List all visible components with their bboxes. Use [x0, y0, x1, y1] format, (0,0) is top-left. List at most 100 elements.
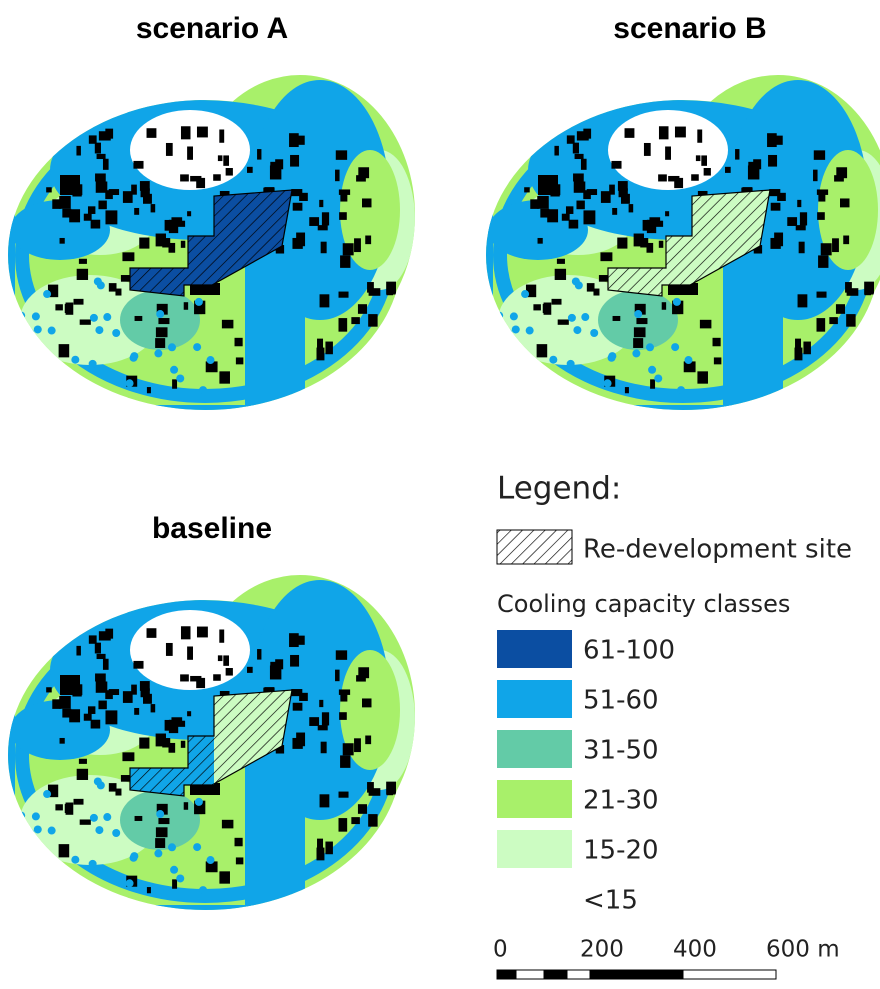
building: [166, 643, 173, 656]
building: [368, 314, 377, 327]
building: [184, 302, 188, 310]
building: [814, 150, 825, 160]
tree: [195, 798, 203, 806]
class-label: <15: [583, 886, 638, 916]
building: [387, 785, 394, 795]
building: [836, 304, 845, 314]
building: [166, 143, 173, 156]
class-swatch: [497, 630, 572, 668]
building: [797, 200, 801, 207]
building: [771, 203, 781, 211]
building: [95, 643, 101, 654]
building: [674, 178, 683, 188]
building: [218, 655, 223, 661]
building: [133, 661, 143, 669]
building: [351, 317, 360, 324]
building: [611, 161, 621, 169]
building: [625, 128, 635, 138]
tree: [199, 886, 207, 894]
building: [817, 189, 828, 194]
building: [80, 819, 91, 824]
building: [181, 626, 191, 639]
building: [354, 238, 361, 252]
building: [197, 627, 208, 638]
tree: [112, 829, 120, 837]
building: [219, 129, 224, 142]
building: [533, 304, 540, 310]
classes-title: Cooling capacity classes: [497, 590, 790, 618]
building: [187, 646, 193, 659]
building: [187, 711, 191, 716]
tree: [176, 374, 184, 382]
building: [165, 220, 171, 231]
building: [99, 631, 111, 640]
building: [235, 338, 243, 346]
building: [339, 318, 348, 332]
zone: [723, 250, 783, 420]
building: [184, 802, 188, 810]
building: [95, 143, 101, 154]
tree: [590, 329, 598, 337]
tree: [32, 812, 40, 820]
building: [89, 135, 97, 143]
building: [575, 154, 584, 159]
tree: [27, 867, 35, 875]
building: [700, 320, 712, 329]
building: [725, 167, 731, 173]
building: [335, 170, 340, 182]
building: [219, 871, 230, 883]
building: [62, 209, 71, 218]
class-swatch: [497, 830, 572, 868]
building: [151, 704, 156, 712]
building: [172, 879, 177, 888]
building: [340, 255, 350, 267]
building: [147, 387, 151, 393]
building: [817, 318, 826, 332]
building: [122, 252, 134, 261]
tree: [505, 367, 513, 375]
scale-segment: [544, 970, 567, 979]
building: [223, 655, 229, 665]
building: [659, 126, 669, 139]
tree: [156, 810, 164, 818]
building: [46, 687, 52, 692]
building: [358, 304, 367, 314]
building: [555, 269, 566, 280]
building: [629, 204, 634, 212]
building: [634, 327, 646, 337]
building: [109, 783, 117, 791]
legend-title: Legend:: [497, 471, 621, 507]
building: [289, 133, 299, 147]
building: [640, 238, 648, 247]
building: [105, 710, 117, 724]
building: [796, 225, 806, 230]
building: [658, 174, 667, 181]
building: [317, 848, 325, 861]
zone: [245, 250, 305, 420]
building: [697, 371, 708, 383]
building: [798, 294, 808, 307]
tree: [531, 392, 539, 400]
building: [665, 146, 671, 159]
tree: [207, 856, 215, 864]
building: [325, 342, 332, 355]
building: [290, 655, 299, 667]
map-panel: [0, 60, 430, 420]
scale-segment: [516, 970, 544, 979]
tree: [608, 352, 616, 360]
building: [813, 170, 818, 182]
tree: [176, 874, 184, 882]
tree: [671, 343, 679, 351]
class-swatch: [497, 680, 572, 718]
building: [98, 701, 106, 710]
tree: [97, 781, 105, 789]
scale-bar: 0200400600 m: [493, 937, 840, 980]
building: [103, 159, 109, 170]
building: [309, 217, 319, 226]
building: [787, 217, 797, 226]
building: [714, 357, 721, 364]
building: [156, 327, 168, 337]
building: [612, 208, 617, 215]
building: [134, 208, 139, 215]
building: [554, 146, 558, 156]
